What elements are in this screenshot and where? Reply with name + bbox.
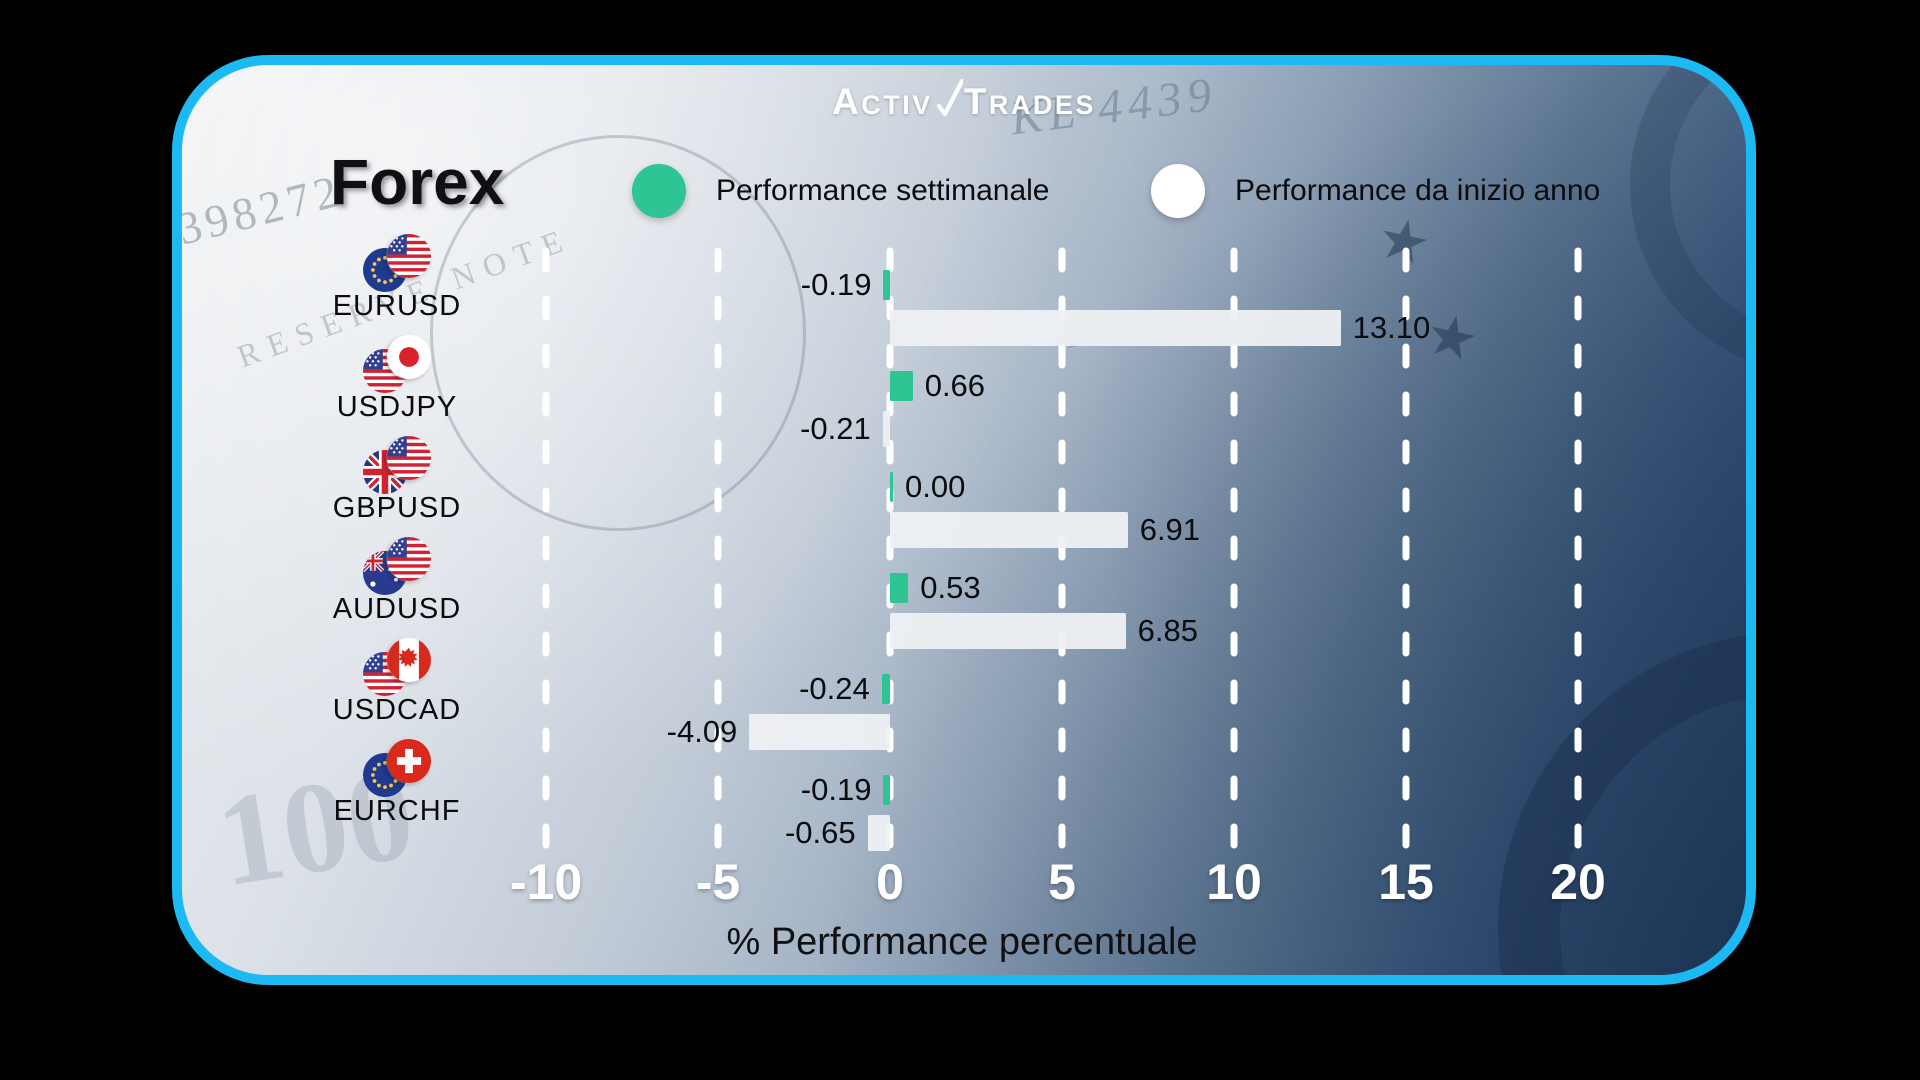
ytd-value-eurchf: -0.65 [784, 815, 856, 850]
x-tick-label-10: 10 [1206, 854, 1262, 910]
weekly-bar-audusd [890, 573, 909, 603]
grid-lines [542, 247, 1582, 861]
ytd-value-usdcad: -4.09 [666, 714, 738, 749]
pair-label-usdjpy: USDJPY [336, 391, 458, 423]
x-axis-label: % Performance percentuale [726, 921, 1198, 963]
legend-weekly-label: Performance settimanale [716, 174, 1050, 207]
ytd-value-eurusd: 13.10 [1352, 310, 1431, 345]
flag-ch-icon [387, 739, 431, 783]
weekly-value-usdjpy: 0.66 [924, 368, 986, 403]
flag-us-icon [387, 537, 431, 581]
x-tick-label--10: -10 [509, 854, 583, 910]
bar-chart-plot: -10 -5 0 5 10 15 20 EURUSD -0.19 13.10 USDJPY 0.66 -… [182, 65, 1746, 975]
flag-jp-icon [387, 335, 431, 379]
flag-ca-icon [387, 638, 431, 682]
legend-ytd-dot [1151, 164, 1205, 218]
legend-weekly-dot [632, 164, 686, 218]
ytd-bar-eurchf [867, 815, 890, 851]
pair-label-gbpusd: GBPUSD [332, 492, 462, 524]
x-tick-label--5: -5 [695, 854, 741, 910]
weekly-bar-eurusd [883, 270, 890, 300]
logo-check-icon [936, 78, 963, 117]
pair-label-eurusd: EURUSD [332, 290, 462, 322]
activtrades-logo: ACTIV TRADES [182, 77, 1746, 123]
weekly-value-eurchf: -0.19 [800, 772, 872, 807]
weekly-bar-gbpusd [890, 472, 893, 502]
logo-text: A [832, 81, 862, 122]
weekly-value-usdcad: -0.24 [799, 671, 870, 706]
flag-us-icon [387, 234, 431, 278]
weekly-bar-usdjpy [890, 371, 913, 401]
ytd-bar-eurusd [890, 310, 1341, 346]
ytd-bar-usdjpy [882, 411, 890, 447]
x-tick-label-0: 0 [876, 854, 904, 910]
x-tick-label-20: 20 [1550, 854, 1606, 910]
ytd-bar-audusd [890, 613, 1126, 649]
weekly-value-gbpusd: 0.00 [905, 469, 966, 504]
flag-us-icon [387, 436, 431, 480]
x-tick-label-15: 15 [1378, 854, 1434, 910]
ytd-value-usdjpy: -0.21 [800, 411, 871, 446]
weekly-bar-usdcad [881, 674, 890, 704]
ytd-value-gbpusd: 6.91 [1139, 512, 1201, 547]
chart-title: Forex [330, 146, 505, 218]
weekly-value-eurusd: -0.19 [800, 267, 872, 302]
x-tick-label-5: 5 [1048, 854, 1076, 910]
weekly-value-audusd: 0.53 [920, 570, 981, 605]
weekly-bar-eurchf [883, 775, 890, 805]
pair-label-eurchf: EURCHF [333, 795, 461, 827]
forex-performance-card: 398272 RESERVE NOTE KL 4439 D 222 100 ★ … [172, 55, 1756, 985]
pair-label-audusd: AUDUSD [332, 593, 462, 625]
ytd-bar-gbpusd [890, 512, 1128, 548]
ytd-bar-usdcad [749, 714, 890, 750]
ytd-value-audusd: 6.85 [1137, 613, 1198, 648]
pair-label-usdcad: USDCAD [332, 694, 462, 726]
legend-ytd-label: Performance da inizio anno [1235, 174, 1601, 207]
